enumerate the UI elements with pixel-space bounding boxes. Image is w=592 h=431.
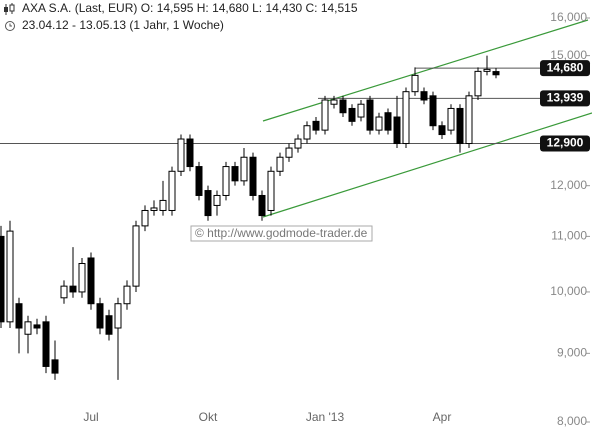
candle-body [456, 107, 464, 145]
candle-body [51, 359, 59, 374]
candle-body [402, 91, 410, 145]
candle-body [249, 156, 257, 196]
candle-body [357, 103, 365, 118]
icon [4, 3, 15, 15]
candle-body [105, 315, 113, 335]
y-tick-label: 12,000 [550, 178, 587, 192]
candle-body [222, 166, 230, 196]
candle-body [474, 70, 482, 97]
candle-body [168, 170, 176, 211]
y-tick-label: 9,000 [557, 346, 587, 360]
y-tick-label: 10,000 [550, 284, 587, 298]
candle-body [6, 230, 14, 323]
candle-body [411, 74, 419, 93]
candle-body [123, 285, 131, 305]
y-tick-label: 16,000 [550, 10, 587, 24]
candle-body [312, 120, 320, 131]
candle-body [375, 116, 383, 131]
candle-body [330, 99, 338, 105]
candle-body [438, 125, 446, 136]
level-label: 12,900 [547, 136, 584, 150]
candle-body [303, 125, 311, 140]
watermark: © http://www.godmode-trader.de [195, 226, 368, 240]
y-tick-label: 8,000 [557, 414, 587, 428]
candle-body [213, 194, 221, 206]
candle-body [114, 303, 122, 329]
candle-body [285, 147, 293, 158]
candle-body [69, 285, 77, 293]
candle-body [492, 71, 500, 76]
x-tick-label: Jan '13 [306, 410, 345, 424]
level-box [540, 90, 590, 107]
candle-body [339, 99, 347, 114]
candle-body [33, 324, 41, 329]
level-box [540, 135, 590, 152]
level-box [540, 60, 590, 77]
candle-body [258, 194, 266, 217]
candle-body [240, 156, 248, 182]
candle-body [267, 170, 275, 211]
candle-body [204, 190, 212, 217]
candle-body [231, 166, 239, 182]
candle-body [366, 99, 374, 131]
chart-title: AXA S.A. (Last, EUR) O: 14,595 H: 14,680… [22, 1, 358, 15]
candle-body [294, 138, 302, 149]
trend-lines [262, 19, 592, 218]
level-label: 13,939 [547, 91, 584, 105]
candle-body [186, 138, 194, 168]
candle-body [150, 207, 158, 211]
candle-body [141, 209, 149, 227]
candle-body [96, 303, 104, 329]
candle-body [348, 107, 356, 122]
chart-subtitle: 23.04.12 - 13.05.13 (1 Jahr, 1 Woche) [22, 18, 224, 32]
candle-body [195, 166, 203, 196]
candle-body [132, 225, 140, 287]
y-tick-label: 11,000 [551, 229, 587, 243]
candle-body [384, 112, 392, 131]
candle-body [24, 321, 32, 335]
candle-body [447, 107, 455, 131]
candle-body [276, 156, 284, 172]
candle-body [78, 263, 86, 293]
x-tick-label: Okt [199, 410, 218, 424]
candle-body [393, 116, 401, 145]
trend-line-upper [262, 19, 589, 122]
candle-body [15, 303, 23, 329]
clock-hand [9, 23, 12, 27]
candle-body [60, 285, 68, 299]
candle-body [483, 68, 491, 72]
candle-body [159, 199, 167, 211]
level-label: 14,680 [547, 60, 584, 74]
x-tick-label: Jul [83, 410, 98, 424]
watermark-box [190, 225, 373, 242]
trend-line-lower [262, 112, 592, 218]
candle-body [177, 138, 185, 172]
candle-body [465, 95, 473, 145]
x-tick-label: Apr [433, 410, 452, 424]
candle-body [42, 321, 50, 367]
candle-body [429, 95, 437, 127]
candle-body [0, 235, 5, 323]
candle-body [321, 99, 329, 131]
y-tick-label: 15,000 [550, 48, 587, 62]
candle-body [87, 257, 95, 305]
clock-icon [5, 21, 15, 31]
candle-body [420, 91, 428, 101]
